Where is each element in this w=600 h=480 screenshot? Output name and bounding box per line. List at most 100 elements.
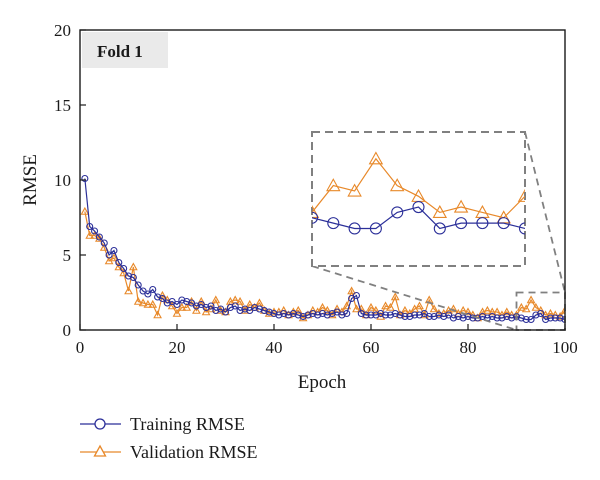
series-training-rmse-point [120, 264, 128, 273]
inset-training-rmse-point [518, 222, 525, 235]
inset-training-rmse-point [476, 217, 489, 230]
series-training-rmse-point [435, 311, 443, 319]
y-tick-label: 15 [54, 96, 71, 115]
series-validation-rmse-point [546, 308, 555, 317]
legend: Training RMSE Validation RMSE [80, 414, 258, 462]
series-training-rmse-point [493, 314, 501, 322]
inset-validation-rmse-point [312, 204, 320, 219]
series-training-rmse-point [192, 302, 200, 310]
series-validation-rmse-point [322, 305, 332, 314]
series-training-rmse-point [241, 305, 249, 313]
series-validation-rmse-point [148, 299, 158, 308]
inset-training-rmse-line [312, 206, 525, 230]
series-validation-rmse-point [114, 262, 124, 271]
inset-training-rmse-point [412, 200, 425, 214]
series-training-rmse-point [464, 312, 472, 321]
series-validation-rmse-point [352, 304, 361, 313]
series-validation-rmse-point [386, 302, 395, 311]
inset-validation-rmse-point [347, 183, 362, 197]
y-axis-label: RMSE [20, 154, 41, 206]
inset-series-group [284, 151, 525, 235]
series-validation-rmse-point [555, 311, 565, 320]
series-validation-rmse-point [449, 304, 458, 313]
series-training-rmse-point [522, 315, 530, 324]
legend-label-validation: Validation RMSE [130, 442, 258, 462]
series-validation-rmse-point [434, 308, 444, 317]
series-training-rmse-point [81, 174, 89, 183]
inset-training-rmse-point [455, 217, 468, 230]
series-training-rmse-point [406, 312, 414, 321]
series-validation-rmse-point [342, 301, 352, 310]
series-training-rmse-point [372, 311, 380, 319]
inset-training-rmse-point [391, 206, 404, 219]
series-validation-rmse-point [138, 298, 148, 307]
series-validation-rmse-point [192, 305, 201, 314]
panel-label-background [82, 32, 168, 68]
series-training-rmse-point [221, 308, 230, 316]
series-validation-rmse-point [483, 305, 492, 314]
series-training-rmse-point [183, 297, 191, 306]
series-training-rmse-point [537, 309, 545, 318]
series-validation-rmse-point [109, 253, 119, 262]
series-training-rmse-point [105, 251, 113, 259]
series-training-rmse-point [275, 311, 283, 319]
series-training-rmse-point [86, 222, 94, 231]
inset-training-rmse-point [285, 218, 296, 229]
inset-training-rmse-point [497, 217, 510, 230]
zoom-connector-line [524, 131, 566, 293]
series-training-rmse-point [338, 311, 346, 319]
series-training-rmse-point [323, 311, 331, 319]
inset-validation-rmse-point [284, 206, 297, 217]
series-training-rmse-point [362, 311, 370, 319]
series-validation-rmse-point [415, 301, 424, 310]
series-training-rmse-point [289, 309, 297, 318]
series-training-rmse-point [318, 309, 327, 318]
x-tick-label: 40 [266, 338, 283, 357]
x-tick-label: 80 [460, 338, 477, 357]
inset-validation-rmse-point [432, 204, 448, 219]
series-validation-rmse-point [128, 262, 138, 271]
series-training-rmse-point [115, 258, 123, 267]
series-training-rmse-point [542, 315, 550, 324]
series-training-rmse-point [100, 239, 108, 247]
series-training-rmse-point [202, 303, 210, 312]
series-training-rmse-point [440, 312, 448, 321]
inset-validation-rmse-point [326, 178, 341, 192]
series-training-rmse-point [91, 227, 99, 235]
panel-label: Fold 1 [97, 42, 143, 61]
series-training-rmse-point [95, 233, 103, 241]
zoom-connector-line [311, 265, 517, 331]
legend-swatch-training-marker [94, 418, 106, 430]
series-training-rmse-point [532, 311, 540, 319]
series-training-rmse-point [357, 309, 365, 318]
series-training-rmse-point [343, 309, 351, 318]
series-training-rmse-point [144, 290, 152, 298]
x-axis-label: Epoch [298, 372, 347, 393]
x-tick-label: 100 [552, 338, 578, 357]
series-training-rmse-point [124, 272, 133, 280]
y-tick-label: 10 [54, 171, 71, 190]
series-training-rmse-point [561, 315, 565, 324]
series-validation-rmse-point [463, 307, 473, 316]
series-training-rmse-point [474, 314, 482, 322]
inset-training-rmse-point [327, 217, 340, 230]
series-training-rmse-point [299, 312, 307, 321]
series-training-rmse-point [498, 314, 506, 322]
series-training-rmse-point [503, 312, 511, 321]
series-validation-rmse-point [235, 296, 245, 305]
series-training-rmse-point [280, 309, 288, 318]
series-validation-rmse-point [85, 230, 95, 239]
series-training-rmse-point [546, 314, 555, 322]
series-training-rmse-point [309, 309, 317, 318]
series-training-rmse-point [284, 311, 293, 319]
series-training-rmse-point [265, 308, 273, 316]
series-training-rmse-point [212, 306, 220, 315]
series-validation-rmse-point [347, 286, 356, 295]
series-validation-rmse-point [153, 310, 162, 319]
series-training-rmse-point [411, 311, 419, 319]
series-training-rmse-point [352, 291, 361, 300]
series-training-rmse-point [236, 306, 244, 315]
series-validation-rmse-point [133, 296, 143, 305]
series-validation-rmse-point [172, 308, 182, 317]
